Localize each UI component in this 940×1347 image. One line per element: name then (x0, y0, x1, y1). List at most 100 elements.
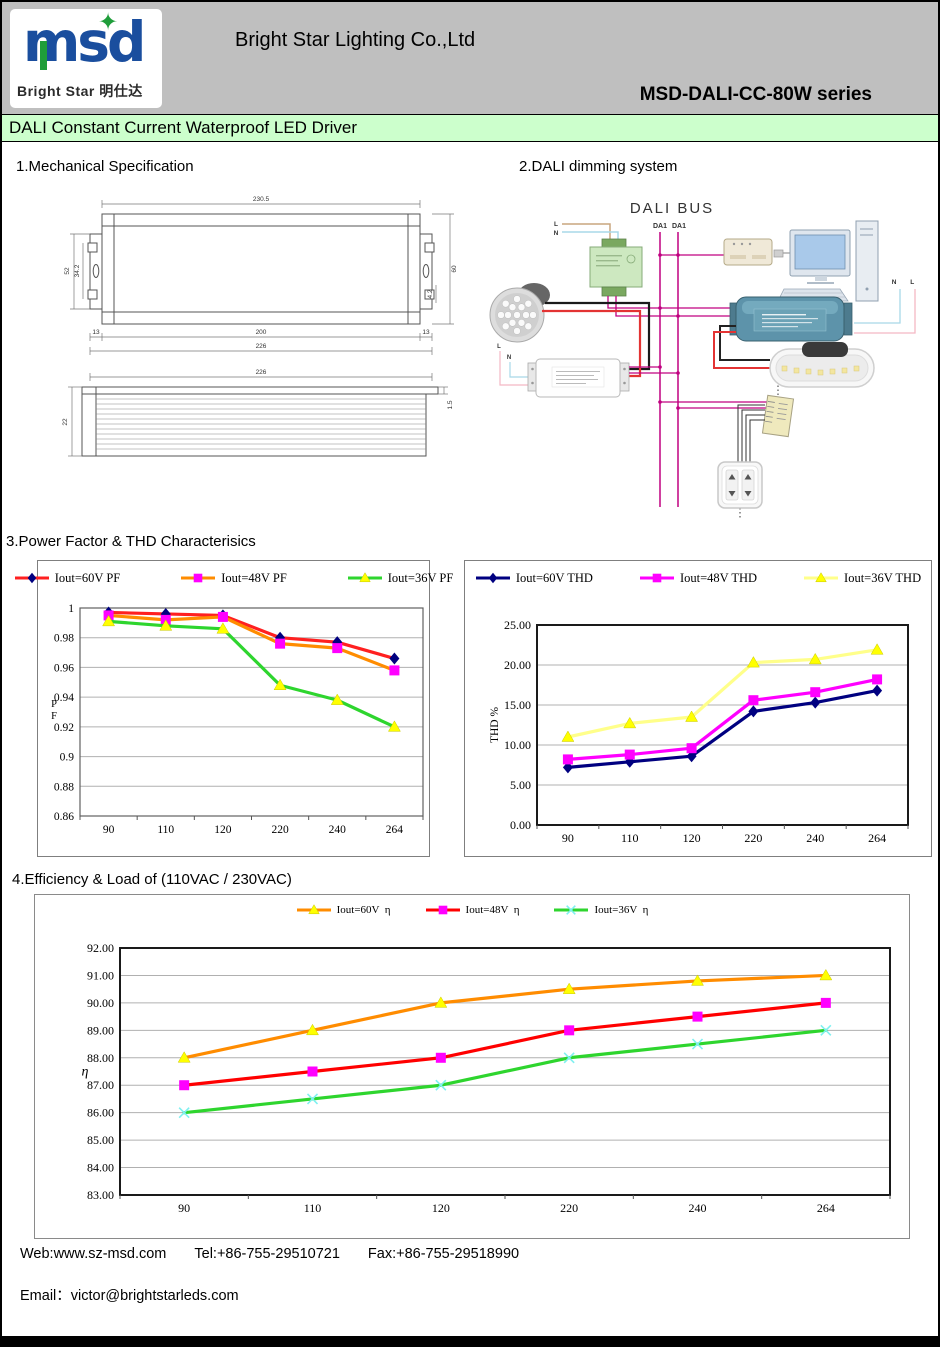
legend-swatch-icon (347, 572, 382, 583)
svg-text:120: 120 (214, 824, 232, 836)
svg-text:220: 220 (744, 831, 762, 845)
mechanical-drawing: 230.5 52 34.2 60 4.2 13 200 13 226 (62, 196, 458, 457)
series-name: MSD-DALI-CC-80W series (639, 84, 872, 105)
svg-text:1: 1 (68, 603, 74, 615)
dim-slot-span: 34.2 (74, 264, 81, 277)
dim-total-length: 226 (256, 343, 267, 350)
svg-text:264: 264 (817, 1201, 835, 1215)
power-wire-black (719, 325, 770, 361)
page-header: msd ✦ Bright Star 明仕达 Bright Star Lighti… (2, 2, 938, 114)
switch-wires (737, 383, 779, 520)
dali-wire (615, 296, 730, 317)
legend-entry: Iout=36V PF (347, 571, 453, 586)
svg-text:91.00: 91.00 (87, 968, 114, 982)
company-name: Bright Star Lighting Co.,Ltd (235, 29, 476, 51)
svg-text:240: 240 (806, 831, 824, 845)
usb-dali-interface-icon (723, 238, 790, 266)
legend-entry: Iout=48V η (425, 903, 520, 917)
dim-flange-thickness: 1.5 (447, 400, 454, 409)
legend-entry: Iout=60V PF (14, 570, 121, 586)
neutral-wire (854, 289, 901, 324)
svg-text:P: P (51, 699, 57, 710)
line-label-2: L (497, 344, 501, 350)
svg-text:0.94: 0.94 (54, 692, 74, 704)
svg-text:0.98: 0.98 (54, 633, 74, 645)
mech-top-view (87, 213, 435, 325)
svg-text:0.88: 0.88 (54, 781, 74, 793)
dim-hole-width: 4.2 (427, 289, 434, 298)
svg-text:90.00: 90.00 (87, 996, 114, 1010)
chart-canvas-thd: 0.00 5.00 10.00 15.00 20.00 25.00 90 110 120 220 2… (489, 618, 909, 845)
legend-swatch-icon (296, 904, 331, 915)
svg-text:110: 110 (621, 831, 639, 845)
svg-text:90: 90 (178, 1201, 190, 1215)
pf-chart: Iout=60V PF Iout=48V PF Iout=36V PF 0.86 0.8… (14, 560, 453, 857)
bus-junctions (658, 253, 680, 410)
section-heading-mechanical: 1.Mechanical Specification (16, 158, 194, 175)
line-wire (562, 223, 611, 239)
chart-legend: Iout=60V η Iout=48V η Iout=36V η (35, 895, 909, 925)
legend-swatch-icon (425, 905, 460, 915)
da1-right-label: DA1 (672, 223, 686, 230)
legend-label: Iout=48V η (465, 904, 520, 916)
footer-email: Email：victor@brightstarleds.com (20, 1288, 239, 1304)
chart-canvas-pf: 0.86 0.88 0.9 0.92 0.94 0.96 0.98 1 90 110 120 220 2… (51, 603, 424, 836)
svg-text:120: 120 (683, 831, 701, 845)
product-title-bar: DALI Constant Current Waterproof LED Dri… (2, 114, 938, 142)
svg-text:25.00: 25.00 (504, 618, 531, 632)
dim-body-length: 200 (256, 329, 267, 336)
indoor-led-driver-icon (527, 358, 630, 398)
legend-entry: Iout=48V THD (639, 571, 757, 586)
svg-text:0.92: 0.92 (54, 722, 74, 734)
legend-swatch-icon (475, 572, 510, 584)
power-wire-red (713, 331, 770, 369)
footer-web: Web:www.sz-msd.com (20, 1246, 167, 1262)
neutral-label: N (554, 230, 559, 237)
bottom-border-bar (2, 1336, 938, 1345)
line-label: L (554, 221, 558, 228)
neutral-wire (562, 231, 619, 239)
star-icon: ✦ (98, 9, 119, 36)
svg-text:110: 110 (157, 824, 174, 836)
svg-text:15.00: 15.00 (504, 698, 531, 712)
svg-text:85.00: 85.00 (87, 1133, 114, 1147)
legend-label: Iout=36V η (594, 904, 649, 916)
terminal-block-icon (761, 394, 795, 438)
svg-text:90: 90 (103, 824, 115, 836)
svg-text:0.00: 0.00 (510, 818, 531, 832)
dali-bus-lines (659, 232, 679, 507)
dali-system-diagram: DALI BUS DA1 DA1 L N (489, 200, 916, 520)
company-logo: msd ✦ Bright Star 明仕达 (10, 9, 162, 108)
section-heading-efficiency: 4.Efficiency & Load of (110VAC / 230VAC) (12, 871, 292, 888)
legend-label: Iout=60V PF (54, 570, 121, 585)
dim-ear-left: 13 (92, 329, 100, 336)
legend-label: Iout=60V THD (515, 570, 593, 585)
legend-entry: Iout=36V η (553, 903, 648, 917)
chart-legend: Iout=60V PF Iout=48V PF Iout=36V PF (14, 561, 453, 595)
power-wire-red (542, 309, 642, 378)
dali-power-supply-icon (589, 238, 643, 297)
legend-label: Iout=36V THD (844, 570, 922, 585)
dim-ear-right: 13 (422, 329, 430, 336)
dali-wire (607, 296, 730, 309)
legend-swatch-icon (804, 572, 839, 583)
svg-text:83.00: 83.00 (87, 1188, 114, 1202)
footer-fax: Fax:+86-755-29518990 (367, 1246, 520, 1262)
legend-label: Iout=48V PF (221, 570, 287, 585)
svg-text:0.86: 0.86 (54, 811, 74, 823)
legend-entry: Iout=48V PF (180, 571, 287, 586)
thd-chart: Iout=60V THD Iout=48V THD Iout=36V THD 0.00… (464, 560, 932, 857)
mech-dimension-lines (70, 200, 454, 355)
svg-text:220: 220 (271, 824, 289, 836)
dim-mount-height: 52 (64, 267, 71, 275)
dali-bus-label: DALI BUS (630, 200, 714, 217)
svg-text:88.00: 88.00 (87, 1051, 114, 1065)
computer-icon (777, 220, 879, 302)
svg-text:90: 90 (562, 831, 574, 845)
svg-text:264: 264 (868, 831, 886, 845)
svg-text:0.9: 0.9 (60, 752, 75, 764)
svg-text:220: 220 (560, 1201, 578, 1215)
mech-side-view (81, 386, 439, 457)
svg-text:240: 240 (329, 824, 347, 836)
svg-text:240: 240 (689, 1201, 707, 1215)
